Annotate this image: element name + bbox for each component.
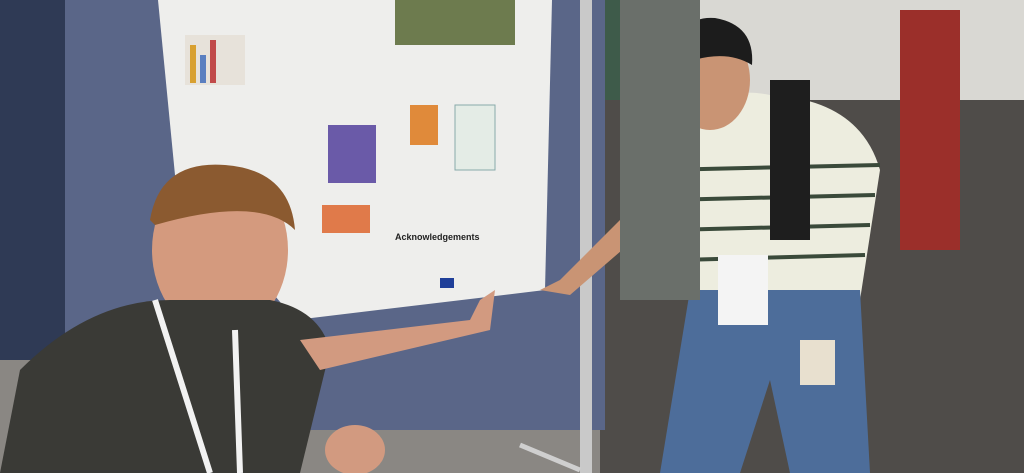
background-person [900,10,960,250]
man-left-hand [325,425,385,473]
board-stand [580,0,592,473]
lanyard [152,299,243,473]
poster-figure [322,205,370,233]
man-left-hair [150,164,295,230]
man-right-jeans [660,290,870,473]
poster-figure [410,105,438,145]
poster-figure [328,125,376,183]
man-left-shirt [0,300,330,473]
name-badge [718,255,768,325]
coffee-cup [800,340,835,385]
man-left-arm [300,290,495,370]
poster-figure [454,104,496,171]
poster-figure [395,0,515,45]
poster-heading: Acknowledgements [395,232,480,242]
background-person [620,0,700,300]
poster-figure [200,55,206,83]
poster-figure [210,40,216,83]
poster-figure [190,45,196,83]
board-foot [519,442,581,473]
eu-logo [440,278,454,288]
backpack-strap [770,80,810,240]
